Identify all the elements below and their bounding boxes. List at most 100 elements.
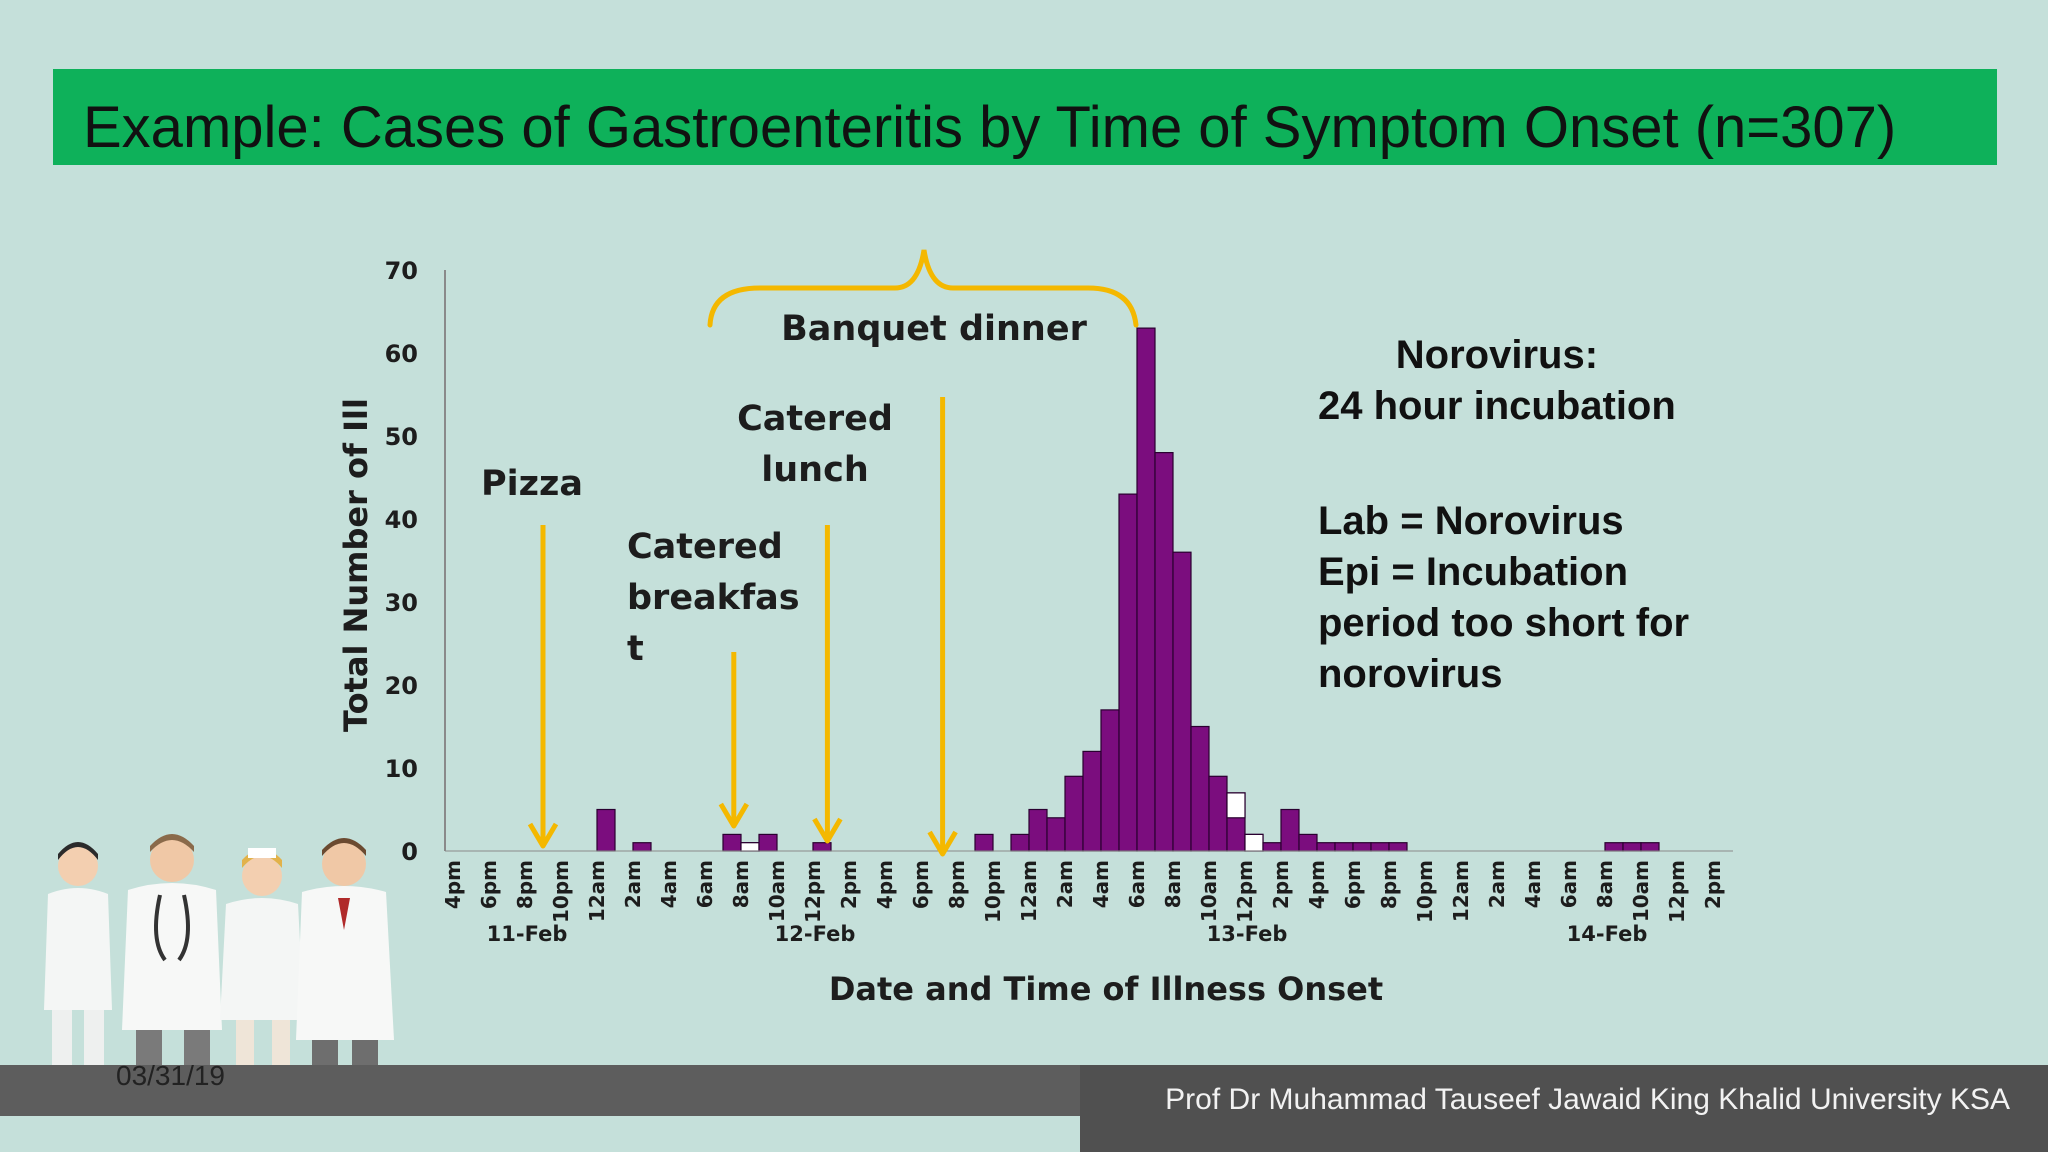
- x-tick-label: 2pm: [837, 860, 861, 909]
- x-tick-label: 10am: [765, 860, 789, 922]
- x-tick-label: 8am: [729, 860, 753, 908]
- unshaded-bar-segment: [1226, 792, 1246, 819]
- bar: [812, 842, 832, 852]
- x-tick-label: 2am: [1485, 860, 1509, 908]
- x-tick-label: 2am: [621, 860, 645, 908]
- bar: [1100, 709, 1120, 852]
- y-tick-label: 70: [385, 257, 418, 285]
- annotation-banquet-dinner: Banquet dinner: [781, 309, 1087, 349]
- meal-arrowhead: [718, 802, 749, 829]
- x-tick-label: 6pm: [477, 860, 501, 909]
- meal-arrowhead: [812, 817, 843, 844]
- annotation-pizza: Pizza: [481, 464, 583, 504]
- y-axis: 0 10 20 30 40 50 60 70: [385, 257, 446, 866]
- slide-title: Example: Cases of Gastroenteritis by Tim…: [83, 95, 1897, 160]
- x-tick-label: 12pm: [801, 860, 825, 923]
- annotation-catered-breakfast: Catered breakfas t: [627, 527, 800, 669]
- y-tick-label: 60: [385, 340, 418, 368]
- y-tick-label: 10: [385, 755, 418, 783]
- x-tick-label: 4am: [657, 860, 681, 908]
- x-tick-label: 12pm: [1665, 860, 1689, 923]
- slide-date: 03/31/19: [116, 1060, 225, 1091]
- bar: [1298, 833, 1318, 852]
- unshaded-bar-segment: [1244, 833, 1264, 852]
- x-tick-label: 12pm: [1233, 860, 1257, 923]
- x-tick-label: 4pm: [873, 860, 897, 909]
- x-tick-label: 12am: [1449, 860, 1473, 922]
- x-tick-label: 10pm: [981, 860, 1005, 923]
- x-tick-label: 2am: [1053, 860, 1077, 908]
- bar: [1190, 725, 1210, 852]
- nurse-figure: [220, 848, 304, 1100]
- bar: [1280, 808, 1300, 852]
- y-tick-label: 40: [385, 506, 418, 534]
- y-tick-label: 30: [385, 589, 418, 617]
- unshaded-bar-segment: [740, 842, 760, 852]
- bar: [632, 842, 652, 852]
- x-tick-label: 8am: [1161, 860, 1185, 908]
- bar: [1082, 750, 1102, 852]
- x-axis-title: Date and Time of Illness Onset: [829, 970, 1383, 1008]
- meal-annotations: Pizza Catered breakfas t Catered lunch Banquet…: [481, 249, 1139, 857]
- x-tick-label: 4pm: [441, 860, 465, 909]
- x-tick-label: 2pm: [1269, 860, 1293, 909]
- y-tick-label: 0: [401, 838, 418, 866]
- y-axis-title: Total Number of Ill: [337, 398, 375, 732]
- bar: [1136, 327, 1156, 852]
- nurse-figure: [44, 842, 112, 1100]
- bar: [974, 833, 994, 852]
- x-tick-label: 12am: [1017, 860, 1041, 922]
- x-tick-label: 10am: [1629, 860, 1653, 922]
- x-tick-label: 6am: [693, 860, 717, 908]
- bar: [1208, 775, 1228, 852]
- bar: [1262, 842, 1282, 852]
- footer-credit: Prof Dr Muhammad Tauseef Jawaid King Kha…: [1165, 1083, 2010, 1116]
- bar: [1118, 493, 1138, 852]
- y-tick-label: 20: [385, 672, 418, 700]
- x-tick-label: 8pm: [1377, 860, 1401, 909]
- bar: [758, 833, 778, 852]
- day-label: 14-Feb: [1567, 922, 1648, 946]
- bar: [1316, 842, 1336, 852]
- lab-epi-note: Lab = Norovirus Epi = Incubation period …: [1318, 499, 1690, 696]
- day-label: 13-Feb: [1207, 922, 1288, 946]
- bar: [1172, 551, 1192, 852]
- x-tick-label: 12am: [585, 860, 609, 922]
- bar: [722, 833, 742, 852]
- bar: [1334, 842, 1354, 852]
- x-tick-label: 8pm: [945, 860, 969, 909]
- x-tick-label: 10am: [1197, 860, 1221, 922]
- x-tick-label: 6pm: [909, 860, 933, 909]
- norovirus-note: Norovirus: 24 hour incubation: [1318, 333, 1676, 428]
- title-bar: Example: Cases of Gastroenteritis by Tim…: [53, 69, 1997, 165]
- bar-series: [596, 327, 1660, 852]
- bar: [1154, 452, 1174, 852]
- bar: [1604, 842, 1624, 852]
- x-tick-label: 6pm: [1341, 860, 1365, 909]
- day-label: 12-Feb: [775, 922, 856, 946]
- x-tick-label: 8am: [1593, 860, 1617, 908]
- x-tick-label: 4am: [1521, 860, 1545, 908]
- bar: [596, 808, 616, 852]
- x-tick-label: 4pm: [1305, 860, 1329, 909]
- y-tick-label: 50: [385, 423, 418, 451]
- meal-arrowhead: [927, 830, 958, 857]
- x-tick-label: 10pm: [1413, 860, 1437, 923]
- bar: [1370, 842, 1390, 852]
- bar: [1010, 833, 1030, 852]
- bar: [1622, 842, 1642, 852]
- bar: [1064, 775, 1084, 852]
- x-tick-label: 8pm: [513, 860, 537, 909]
- x-tick-label: 6am: [1125, 860, 1149, 908]
- meal-arrowhead: [527, 822, 559, 849]
- x-tick-label: 2pm: [1701, 860, 1725, 909]
- annotation-catered-lunch: Catered lunch: [737, 399, 893, 490]
- bar: [1640, 842, 1660, 852]
- bar: [1028, 808, 1048, 852]
- bar: [1388, 842, 1408, 852]
- x-tick-label: 10pm: [549, 860, 573, 923]
- banquet-brace: [707, 249, 1139, 328]
- footer-credit-panel: Prof Dr Muhammad Tauseef Jawaid King Kha…: [1080, 1065, 2048, 1152]
- bar: [1352, 842, 1372, 852]
